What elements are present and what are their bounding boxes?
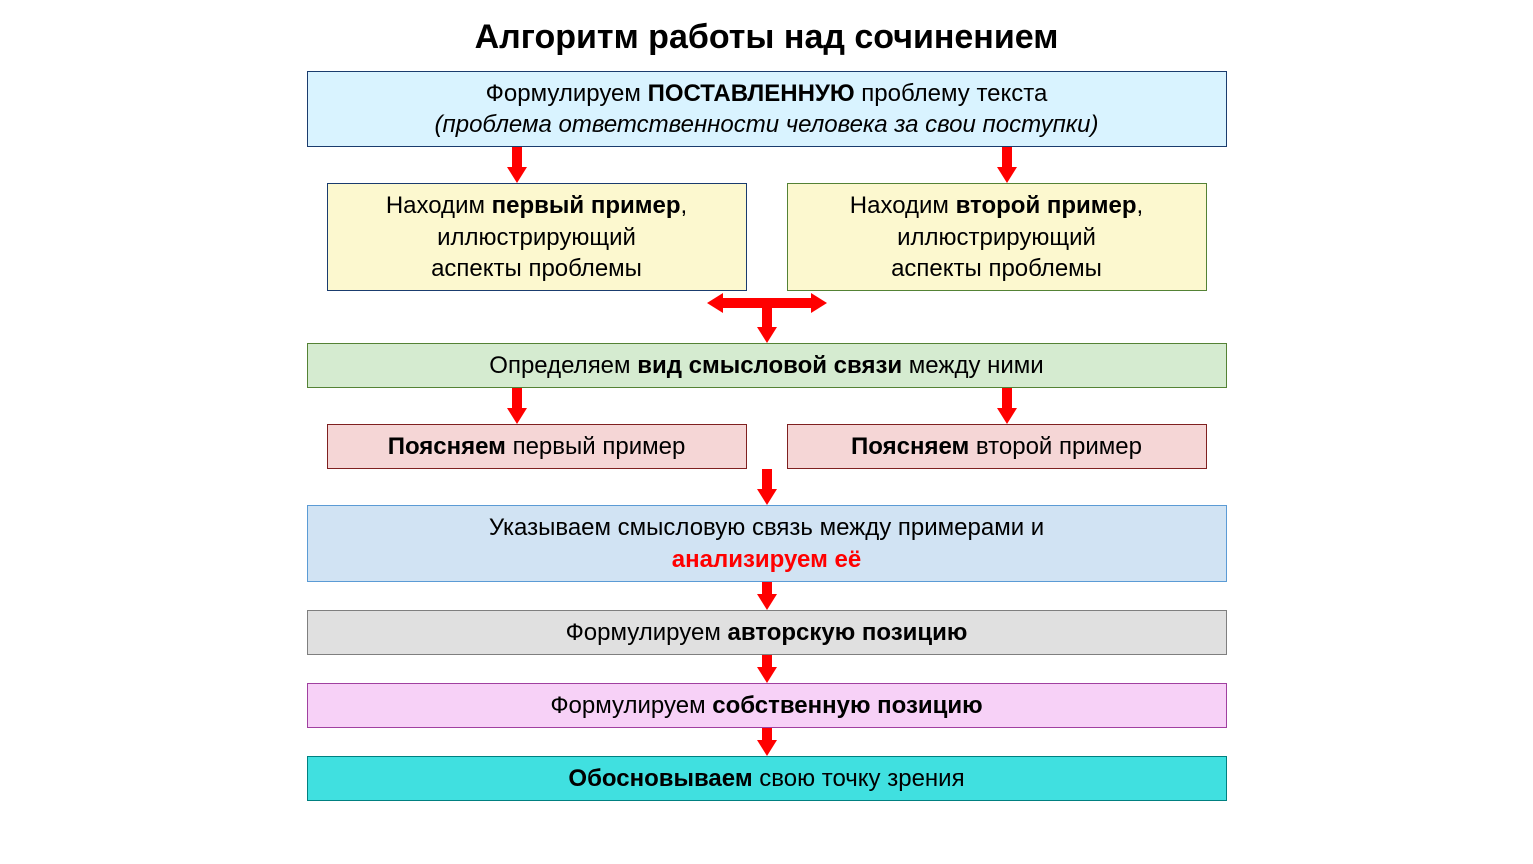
text: проблему текста [855, 80, 1048, 107]
arrow-row-3 [307, 388, 1227, 424]
box-first-example: Находим первый пример, иллюстрирующий ас… [327, 183, 747, 291]
text-bold: Поясняем [388, 433, 506, 460]
arrow-down-icon [757, 582, 777, 610]
box-author-position: Формулируем авторскую позицию [307, 610, 1227, 655]
box-formulate-problem: Формулируем ПОСТАВЛЕННУЮ проблему текста… [307, 71, 1227, 147]
text: аспекты проблемы [800, 253, 1194, 284]
row-explain: Поясняем первый пример Поясняем второй п… [307, 424, 1227, 469]
arrow-t-merge [307, 291, 1227, 343]
box-explain-first: Поясняем первый пример [327, 424, 747, 469]
arrow-row-7 [307, 728, 1227, 756]
arrow-row-6 [307, 655, 1227, 683]
box-own-position: Формулируем собственную позицию [307, 683, 1227, 728]
text: Определяем [489, 352, 637, 379]
text-italic: (проблема ответственности человека за св… [320, 109, 1214, 140]
text-bold: Поясняем [851, 433, 969, 460]
arrow-t-icon [707, 291, 827, 343]
text-bold: Обосновываем [568, 765, 752, 792]
text: Формулируем [566, 619, 728, 646]
arrow-row-1 [307, 147, 1227, 183]
box-explain-second: Поясняем второй пример [787, 424, 1207, 469]
box-analyze-link: Указываем смысловую связь между примерам… [307, 505, 1227, 581]
text: между ними [902, 352, 1044, 379]
arrow-row-4 [307, 469, 1227, 505]
text: иллюстрирующий [340, 222, 734, 253]
text: Указываем смысловую связь между примерам… [320, 512, 1214, 543]
text: свою точку зрения [753, 765, 965, 792]
text-bold: второй пример [956, 192, 1137, 219]
page-title: Алгоритм работы над сочинением [0, 0, 1533, 71]
text-bold: ПОСТАВЛЕННУЮ [648, 80, 855, 107]
text-bold: вид смысловой связи [637, 352, 902, 379]
arrow-row-5 [307, 582, 1227, 610]
arrow-down-icon [757, 469, 777, 505]
text: , [681, 192, 688, 219]
text: Находим [386, 192, 492, 219]
text-bold: первый пример [492, 192, 681, 219]
flowchart-container: Формулируем ПОСТАВЛЕННУЮ проблему текста… [307, 71, 1227, 801]
text: Формулируем [550, 692, 712, 719]
text: второй пример [969, 433, 1142, 460]
text: Находим [850, 192, 956, 219]
text: первый пример [506, 433, 685, 460]
box-semantic-link-type: Определяем вид смысловой связи между ним… [307, 343, 1227, 388]
box-justify: Обосновываем свою точку зрения [307, 756, 1227, 801]
text: аспекты проблемы [340, 253, 734, 284]
text: , [1137, 192, 1144, 219]
text-bold: собственную позицию [712, 692, 982, 719]
text-bold: авторскую позицию [727, 619, 967, 646]
row-examples: Находим первый пример, иллюстрирующий ас… [307, 183, 1227, 291]
text: Формулируем [486, 80, 648, 107]
arrow-down-icon [507, 147, 527, 183]
arrow-down-icon [507, 388, 527, 424]
arrow-down-icon [757, 655, 777, 683]
text: иллюстрирующий [800, 222, 1194, 253]
text-red: анализируем её [320, 544, 1214, 575]
arrow-down-icon [757, 728, 777, 756]
box-second-example: Находим второй пример, иллюстрирующий ас… [787, 183, 1207, 291]
arrow-down-icon [997, 147, 1017, 183]
arrow-down-icon [997, 388, 1017, 424]
